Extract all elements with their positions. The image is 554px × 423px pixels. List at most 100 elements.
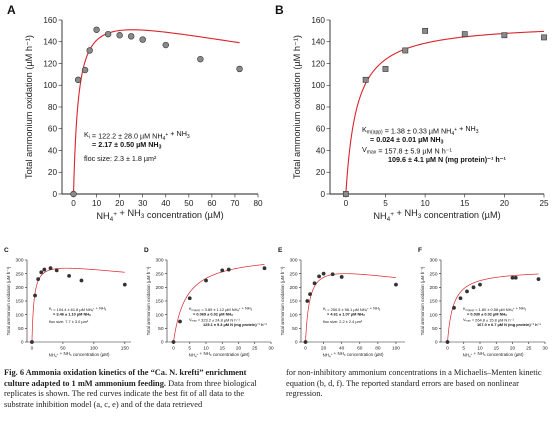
x-tick-label: 5 — [383, 199, 388, 208]
x-tick-label: 15 — [494, 345, 500, 351]
panel-label-b: B — [275, 3, 284, 17]
y-tick-label: 150 — [155, 299, 163, 305]
y-tick-label: 300 — [155, 258, 163, 264]
y-axis-label: Total ammonium oxidation (µM h⁻¹) — [292, 35, 302, 179]
y-tick-label: 200 — [289, 285, 297, 291]
data-point — [127, 33, 135, 40]
fit-curve — [173, 264, 265, 343]
y-tick-label: 0 — [52, 190, 57, 199]
data-point — [461, 31, 468, 38]
x-tick-label: 20 — [115, 199, 125, 208]
annotation-line: Vmax = 323.2 ± 24.8 µM N h⁻¹ — [189, 317, 241, 323]
annotation-line: Km(app) = 1.38 ± 0.33 µM NH4+ + NH3 — [362, 124, 479, 137]
y-tick-label: 100 — [289, 312, 297, 318]
x-tick-label: 30 — [138, 199, 148, 208]
annotation-line: 167.0 ± 6.7 µM N (mg protein)⁻¹ h⁻¹ — [477, 322, 542, 327]
x-tick-label: 0 — [304, 345, 307, 351]
panel-label-e: E — [278, 247, 283, 254]
x-tick-label: 70 — [230, 199, 240, 208]
y-tick-label: 0 — [161, 340, 164, 346]
data-point — [93, 26, 100, 33]
data-point — [445, 340, 450, 344]
panel-f: F 0 50 100 150 200 250 300 0 5 10 15 20 25 30 NH4+ + NH… — [418, 247, 548, 358]
data-point — [478, 282, 482, 287]
data-point — [471, 285, 476, 290]
figure-caption-right: for non-inhibitory ammonium concentratio… — [286, 368, 550, 400]
panel-e: E 0 50 100 150 200 250 300 0 20 40 60 80 100 NH4+ + NH… — [278, 247, 405, 358]
x-tick-label: 10 — [203, 345, 209, 351]
annotation-line: Vmax = 157.8 ± 5.9 µM N h⁻¹ — [362, 145, 453, 156]
y-tick-label: 250 — [15, 271, 23, 277]
x-tick-label: 15 — [460, 199, 470, 208]
x-tick-label: 25 — [539, 199, 549, 208]
data-point — [303, 340, 308, 344]
data-point — [122, 282, 127, 287]
data-point — [342, 191, 349, 197]
x-tick-label: 20 — [500, 199, 510, 208]
y-tick-label: 0 — [295, 340, 298, 346]
panel-label-d: D — [144, 247, 149, 254]
fit-curve — [72, 29, 240, 195]
y-tick-label: 80 — [316, 103, 326, 112]
panel-label-f: F — [418, 247, 422, 254]
x-axis-label: NH4+ + NH3 concentration (µM) — [49, 351, 110, 358]
annotation-line: floc size: 7.7 ± 3.0 µm² — [49, 319, 89, 324]
data-point — [171, 340, 176, 344]
data-point — [317, 274, 321, 279]
x-tick-label: 5 — [188, 345, 191, 351]
data-point — [262, 266, 267, 271]
x-tick-label: 60 — [207, 199, 217, 208]
x-axis-label: NH4+ + NH3 concentration (µM) — [373, 208, 500, 223]
x-tick-label: 100 — [90, 345, 98, 351]
x-tick-label: 20 — [510, 345, 516, 351]
y-axis-label: Total ammonium oxidation (µM h⁻¹) — [24, 35, 34, 179]
annotation-line: = 0.024 ± 0.01 µM NH3 — [370, 135, 444, 146]
annotation-line: = 0.030 ± 0.02 µM NH3 — [467, 311, 507, 317]
caption-right-text: for non-inhibitory ammonium concentratio… — [286, 368, 542, 399]
data-point — [54, 268, 59, 273]
y-tick-label: 0 — [21, 340, 24, 346]
data-point — [541, 34, 547, 41]
y-tick-label: 40 — [48, 146, 58, 155]
y-tick-label: 0 — [435, 340, 438, 346]
data-point — [204, 278, 208, 283]
annotation-line: Ki = 104.4 ± 61.8 µM NH4+ + NH3 — [49, 306, 107, 313]
data-point — [501, 32, 508, 39]
y-tick-label: 150 — [15, 299, 23, 305]
x-tick-label: 0 — [172, 345, 175, 351]
y-tick-label: 20 — [48, 168, 58, 177]
data-point — [321, 271, 326, 276]
x-tick-label: 10 — [421, 199, 431, 208]
data-point — [236, 65, 243, 73]
x-tick-label: 0 — [344, 199, 349, 208]
data-point — [452, 305, 456, 310]
panel-b: B 0 20 40 60 80 100 120 140 160 0 5 10 15 20 25 NH4+ + N… — [275, 3, 549, 223]
annotation-line: = 0.069 ± 0.02 µM NH3 — [193, 311, 233, 317]
x-tick-label: 50 — [184, 199, 194, 208]
data-point — [39, 270, 44, 275]
y-tick-label: 50 — [158, 326, 164, 332]
data-point — [67, 273, 71, 278]
y-tick-label: 300 — [429, 258, 437, 264]
y-tick-label: 200 — [15, 285, 23, 291]
x-tick-label: 20 — [321, 345, 327, 351]
fit-curve — [345, 30, 545, 195]
y-tick-label: 200 — [155, 285, 163, 291]
x-axis-label: NH4+ + NH3 concentration (µM) — [463, 351, 524, 358]
data-point — [382, 66, 389, 72]
y-axis-label: Total ammonium oxidation (µM h⁻¹) — [420, 266, 425, 335]
data-point — [402, 47, 409, 54]
data-point — [81, 66, 89, 74]
data-point — [220, 268, 225, 273]
figure-caption-left: Fig. 6 Ammonia oxidation kinetics of the… — [4, 368, 272, 410]
data-point — [30, 340, 34, 344]
x-tick-label: 30 — [268, 345, 274, 351]
x-tick-label: 10 — [92, 199, 102, 208]
data-point — [139, 36, 146, 43]
y-tick-label: 60 — [316, 125, 326, 134]
x-tick-label: 40 — [339, 345, 345, 351]
data-point — [48, 266, 53, 271]
annotation-line: Ki = 122.2 ± 28.0 µM NH4+ + NH3 — [84, 129, 190, 142]
y-tick-label: 40 — [316, 146, 326, 155]
y-tick-label: 120 — [311, 59, 325, 68]
